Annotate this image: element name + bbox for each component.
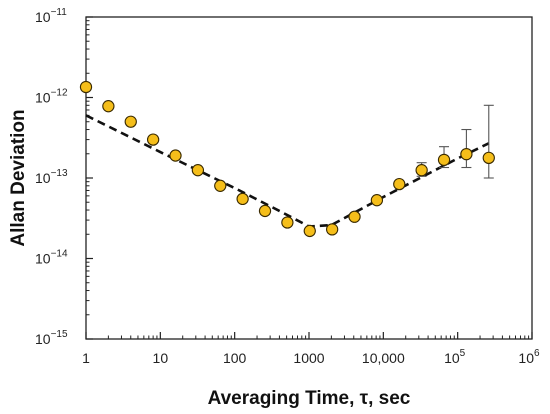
y-axis-ticks: 10−11 10−12 10−13 10−14 10−15 [35, 7, 93, 347]
x-tick-label: 1 [82, 350, 90, 366]
x-tick-label: 105 [444, 348, 466, 366]
error-bars [416, 104, 494, 179]
x-tick-label: 106 [518, 348, 540, 366]
x-axis-ticks: 1 10 100 1000 10,000 105 106 [82, 332, 540, 366]
data-point [482, 151, 495, 164]
x-tick-label: 1000 [293, 350, 324, 366]
data-point [102, 100, 115, 113]
y-tick-label: 10−14 [35, 249, 68, 267]
y-axis-title: Allan Deviation [8, 109, 29, 246]
data-point [124, 115, 137, 128]
data-point [146, 133, 160, 146]
fit-line [85, 114, 490, 228]
x-tick-label: 10,000 [362, 350, 405, 366]
data-points [79, 80, 495, 238]
data-point [258, 204, 272, 218]
data-point [460, 147, 473, 161]
x-tick-label: 10 [153, 350, 169, 366]
data-point [437, 153, 451, 167]
y-tick-label: 10−11 [35, 7, 67, 25]
data-point [303, 224, 316, 238]
x-tick-label: 100 [223, 350, 247, 366]
data-point [191, 164, 205, 177]
plot-frame [85, 16, 533, 340]
data-point [214, 179, 227, 192]
data-point [169, 149, 182, 162]
data-point [348, 210, 361, 223]
data-point [79, 80, 93, 94]
x-axis-title: Averaging Time, τ, sec [208, 388, 411, 409]
data-point [415, 164, 428, 177]
y-tick-label: 10−15 [35, 329, 68, 347]
y-tick-label: 10−12 [35, 88, 68, 106]
y-tick-label: 10−13 [35, 168, 68, 186]
data-point [393, 177, 406, 191]
data-point [281, 216, 294, 229]
data-point [236, 192, 249, 206]
data-point [370, 194, 384, 207]
data-point [325, 223, 339, 236]
